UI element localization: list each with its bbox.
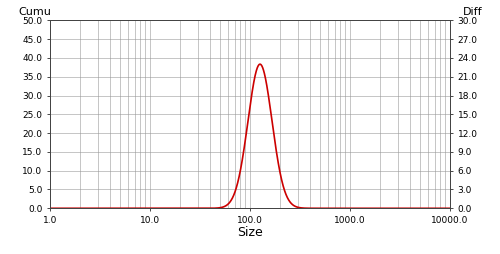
Text: Diff: Diff: [462, 7, 482, 17]
Text: Cumu: Cumu: [18, 7, 51, 17]
X-axis label: Size: Size: [237, 226, 263, 239]
